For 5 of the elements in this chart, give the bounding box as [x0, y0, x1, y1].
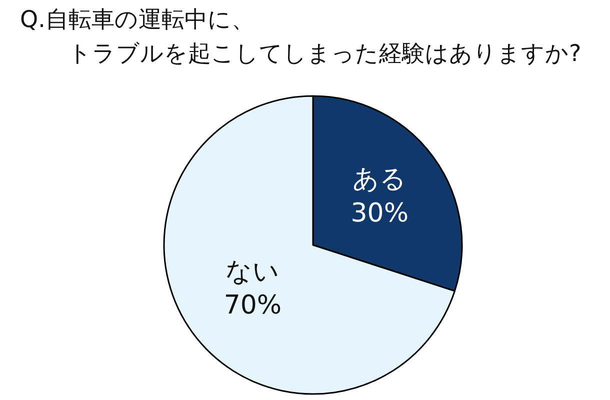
data-label: 30%: [350, 198, 409, 228]
slice-label: ある: [352, 164, 407, 195]
slice-label: ない: [226, 256, 280, 287]
data-label: 70%: [224, 290, 282, 321]
chart-title: Q.自転車の運転中に、トラブルを起こしてしまった経験はありますか?: [20, 6, 582, 69]
